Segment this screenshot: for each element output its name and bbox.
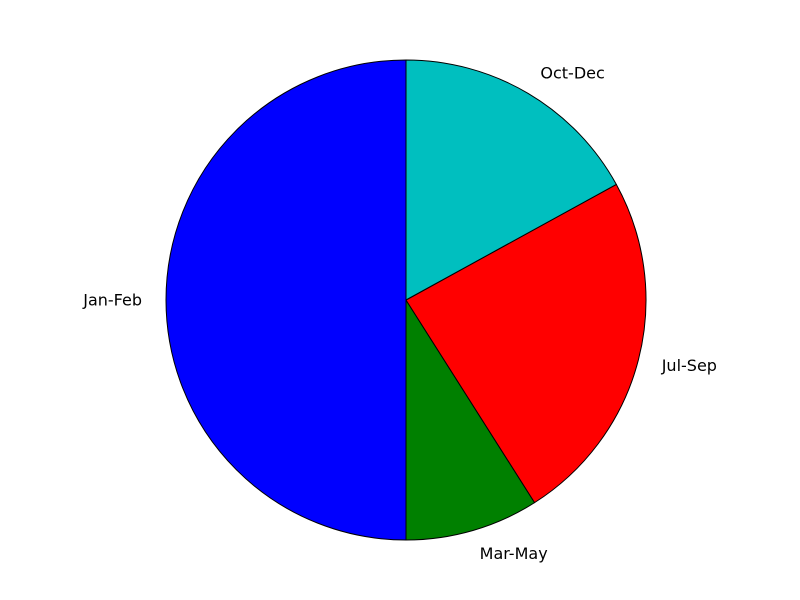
pie-label-mar-may: Mar-May — [480, 544, 548, 563]
slices-layer — [165, 59, 647, 541]
labels-layer: Jan-Feb Mar-May Jul-Sep Oct-Dec — [82, 63, 717, 563]
pie-slice-oct-dec — [405, 59, 617, 301]
pie-label-oct-dec: Oct-Dec — [540, 63, 604, 82]
pie-label-jul-sep: Jul-Sep — [661, 356, 717, 375]
pie-slice-jan-feb — [165, 59, 407, 541]
pie-slice-jul-sep — [405, 183, 647, 504]
pie-slice-mar-may — [405, 299, 536, 541]
pie-label-jan-feb: Jan-Feb — [82, 291, 142, 310]
